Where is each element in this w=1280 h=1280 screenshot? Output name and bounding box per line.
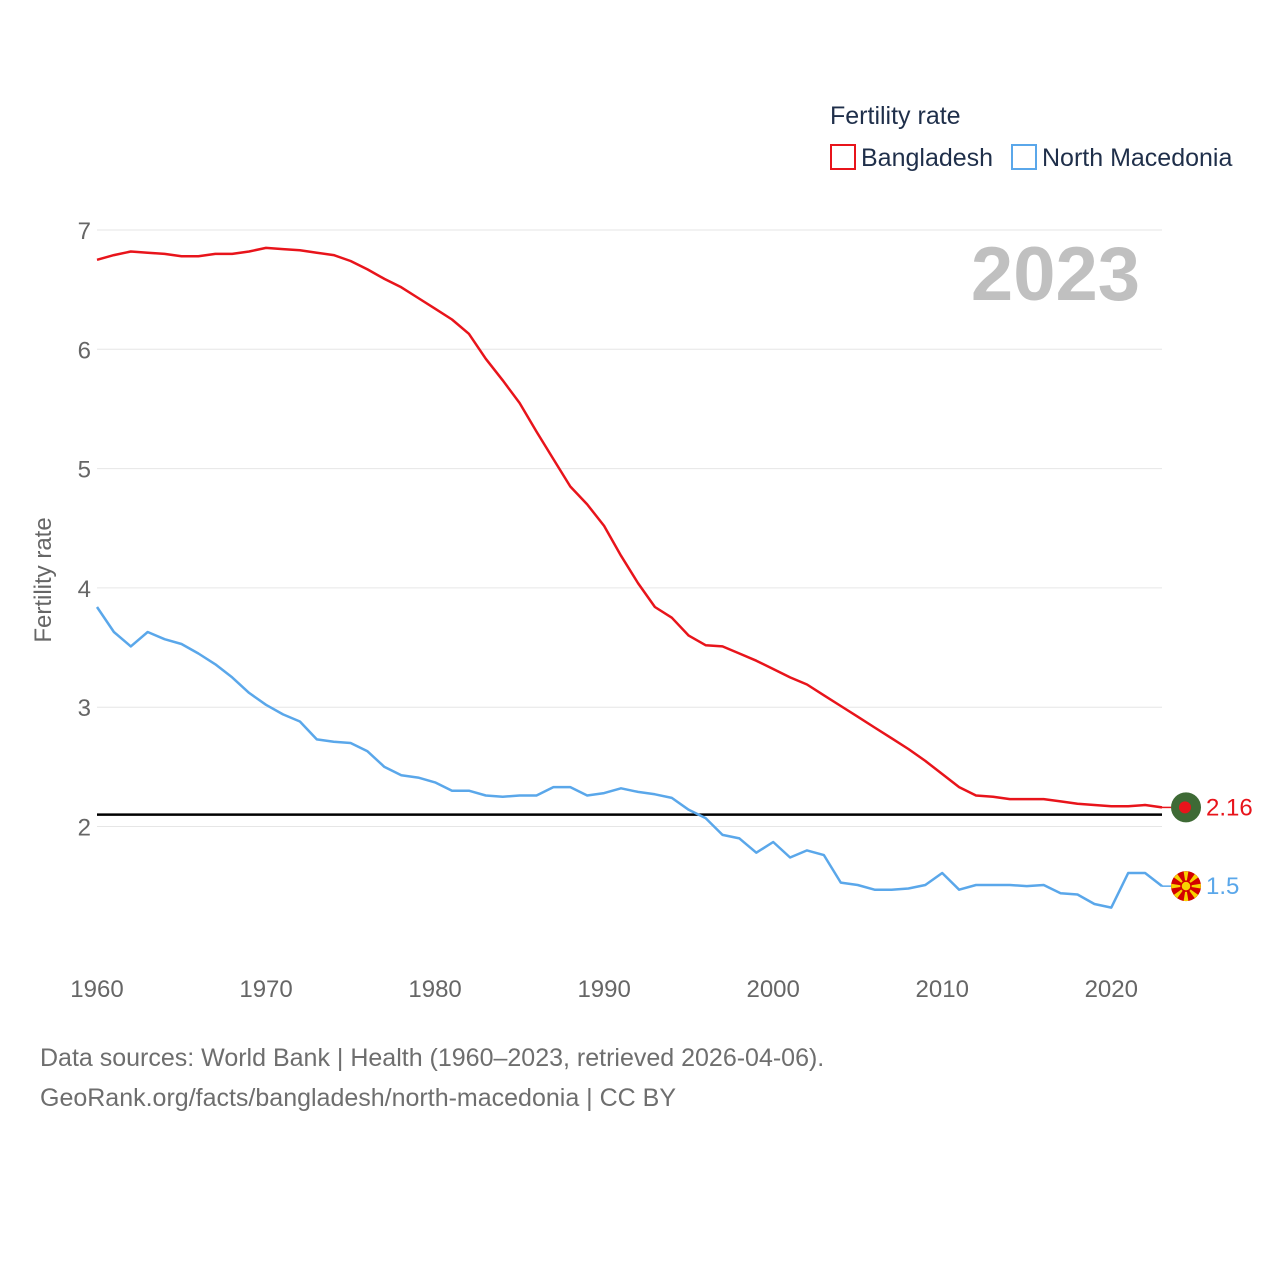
legend-label-bangladesh: Bangladesh [861,144,993,172]
y-tick-label-6: 6 [78,337,91,364]
legend-swatch-bangladesh [830,144,856,170]
x-tick-label-2020: 2020 [1085,976,1138,1003]
x-axis-ticks: 1960 1970 1980 1990 2000 2010 2020 [70,976,1138,1003]
north-macedonia-flag-icon [1171,871,1201,902]
x-tick-label-1960: 1960 [70,976,123,1003]
data-sources-text: Data sources: World Bank | Health (1960–… [40,1044,825,1072]
y-tick-label-5: 5 [78,457,91,484]
legend-label-north-macedonia: North Macedonia [1042,144,1232,172]
year-label: 2023 [971,232,1140,317]
source-link-text[interactable]: GeoRank.org/facts/bangladesh/north-maced… [40,1084,677,1112]
x-tick-label-1970: 1970 [239,976,292,1003]
y-axis-title: Fertility rate [30,517,57,642]
gridlines [97,229,1162,827]
y-axis-ticks: 2 3 4 5 6 7 [78,218,91,842]
y-tick-label-2: 2 [78,815,91,842]
bangladesh-flag-icon [1171,792,1201,823]
series-line-north-macedonia [95,606,1163,909]
x-tick-label-2000: 2000 [746,976,799,1003]
y-tick-label-4: 4 [78,576,91,603]
series-line-bangladesh [96,246,1163,809]
north-macedonia-end-value: 1.5 [1206,873,1239,900]
flag-sun-ray [1171,883,1186,889]
flag-sun-ray [1186,883,1201,889]
flag-sun-ray [1183,871,1189,887]
x-tick-label-1990: 1990 [577,976,630,1003]
flag-sun-ray [1183,886,1189,901]
y-tick-label-7: 7 [78,218,91,245]
series-lines [95,246,1171,909]
y-tick-label-3: 3 [78,695,91,722]
x-tick-label-1980: 1980 [408,976,461,1003]
x-tick-label-2010: 2010 [916,976,969,1003]
bangladesh-end-value: 2.16 [1206,794,1253,821]
legend-title: Fertility rate [830,102,961,130]
legend: Bangladesh North Macedonia [830,144,1232,172]
legend-swatch-north-macedonia [1011,144,1037,170]
